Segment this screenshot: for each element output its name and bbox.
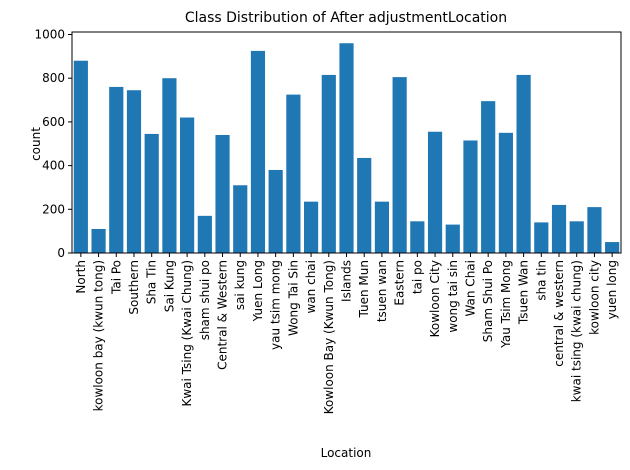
bar <box>321 74 336 253</box>
bar <box>463 140 478 253</box>
bar <box>551 204 567 253</box>
y-tick-label: 400 <box>42 159 65 173</box>
bar <box>180 117 195 253</box>
x-tick-label: Sham Shui Po <box>481 260 495 342</box>
x-tick-label: Tuen Mun <box>357 260 371 318</box>
bar <box>534 222 549 253</box>
bar <box>339 43 354 253</box>
bar <box>144 133 159 253</box>
x-tick-label: Yau Tsim Mong <box>499 260 513 349</box>
y-tick-label: 1000 <box>34 28 65 42</box>
x-tick-label: North <box>74 260 88 294</box>
y-tick-label: 800 <box>42 71 65 85</box>
y-tick-label: 200 <box>42 202 65 216</box>
x-tick-label: Sai Kung <box>162 260 176 312</box>
bar <box>427 131 443 253</box>
x-tick-label: Eastern <box>393 260 407 306</box>
x-tick-label: central & western <box>552 260 566 367</box>
bar <box>569 221 584 253</box>
bar <box>357 157 372 253</box>
bar <box>162 78 177 253</box>
x-axis-label: Location <box>321 446 372 460</box>
x-tick-label: kowloon city <box>587 260 601 335</box>
bar <box>481 101 496 253</box>
bar <box>587 207 602 253</box>
x-tick-label: Kwai Tsing (Kwai Chung) <box>180 260 194 407</box>
x-tick-label: sha tin <box>534 260 548 301</box>
x-axis: North kowloon bay (kwun tong) Tai Po Southe… <box>74 253 619 414</box>
y-tick-label: 600 <box>42 115 65 129</box>
x-tick-label: Yuen Long <box>251 260 265 322</box>
x-tick-label: wong tai sin <box>446 260 460 333</box>
x-tick-label: sai kung <box>233 260 247 310</box>
bar <box>392 77 407 253</box>
x-tick-label: tsuen wan <box>375 260 389 322</box>
plot-border <box>71 31 622 254</box>
bar <box>304 201 319 253</box>
x-tick-label: Tai Po <box>109 260 123 295</box>
bar <box>268 169 283 253</box>
x-tick-label: yau tsim mong <box>269 260 283 350</box>
x-tick-label: Kowloon City <box>428 260 442 337</box>
y-axis-label: count <box>29 127 43 161</box>
bar <box>410 221 425 253</box>
chart-title: Class Distribution of After adjustmentLo… <box>185 10 507 26</box>
plot-frame <box>71 31 622 254</box>
x-tick-label: Central & Western <box>216 260 230 370</box>
x-tick-label: Kowloon Bay (Kwun Tong) <box>322 260 336 414</box>
y-tick-label: 0 <box>57 246 65 260</box>
x-tick-label: Wan Chai <box>463 260 477 317</box>
x-tick-label: yuen long <box>605 260 619 319</box>
x-tick-label: Sha Tin <box>145 260 159 304</box>
bar <box>374 201 390 253</box>
bar <box>605 242 620 253</box>
bar <box>498 132 513 253</box>
bar <box>109 86 124 253</box>
bar <box>197 215 212 253</box>
x-tick-label: wan chai <box>304 260 318 313</box>
x-tick-label: sham shui po <box>198 260 212 340</box>
bar <box>250 50 266 253</box>
x-tick-label: Southern <box>127 260 141 315</box>
bar <box>91 228 106 253</box>
bar <box>286 94 301 253</box>
bar <box>445 224 460 253</box>
bar <box>73 60 88 253</box>
bar <box>215 135 230 253</box>
x-tick-label: Wong Tai Sin <box>286 260 300 336</box>
bar <box>516 74 531 253</box>
bars-group <box>73 43 620 253</box>
bar <box>233 185 248 253</box>
x-tick-label: tai po <box>410 260 424 294</box>
x-tick-label: kwai tsing (kwai chung) <box>570 260 584 402</box>
bar <box>126 90 142 253</box>
x-tick-label: Tsuen Wan <box>517 260 531 325</box>
x-tick-label: kowloon bay (kwun tong) <box>92 260 106 411</box>
x-tick-label: Islands <box>340 260 354 302</box>
y-axis: 0 200 400 600 800 1000 <box>34 28 72 260</box>
